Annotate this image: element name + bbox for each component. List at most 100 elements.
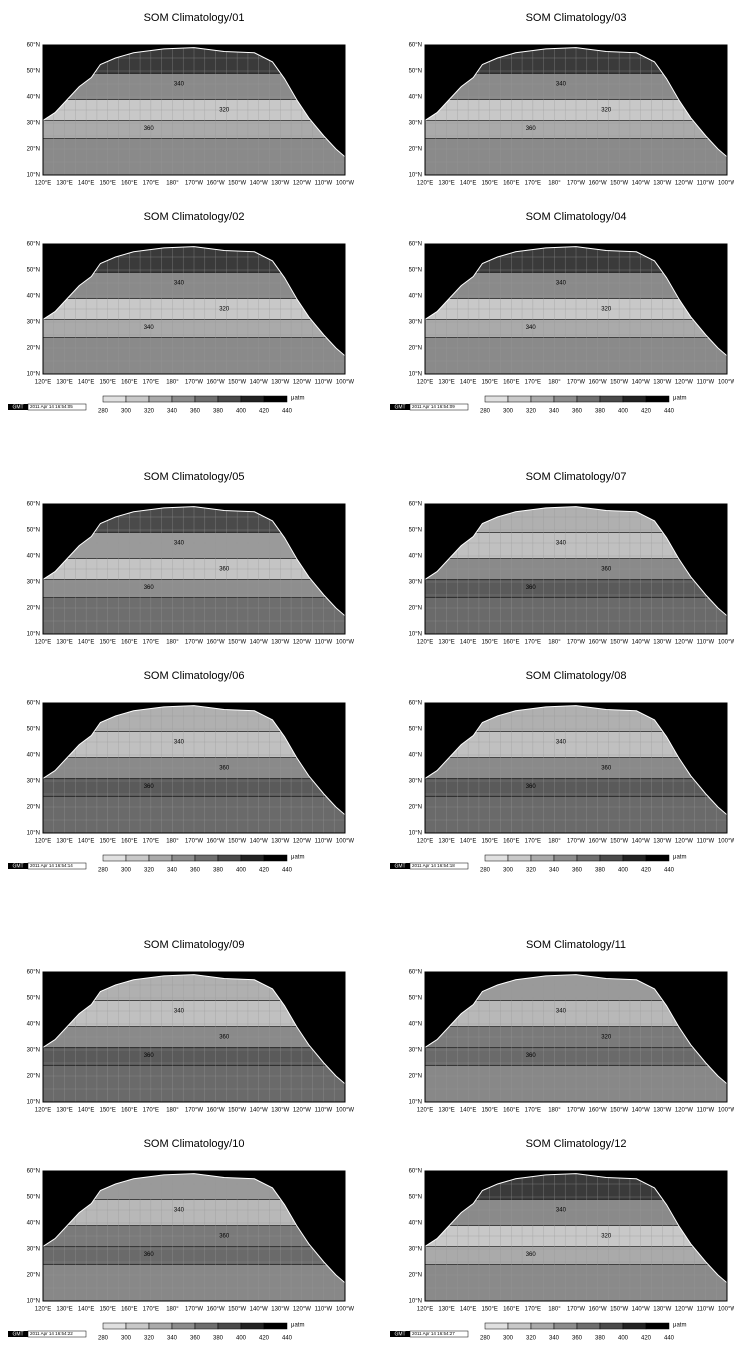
lon-label: 140°E — [460, 380, 476, 386]
lat-label: 60°N — [409, 242, 422, 248]
lon-label: 110°W — [697, 181, 715, 187]
timestamp: 2011 Apr 14 16:54:18 — [412, 863, 455, 868]
panel-title: SOM Climatology/06 — [144, 670, 245, 682]
lat-label: 20°N — [409, 1273, 422, 1279]
colorbar-box — [102, 395, 127, 403]
colorbar-unit: μatm — [673, 855, 686, 861]
contour-label: 320 — [219, 108, 230, 114]
timestamp-box — [27, 862, 87, 870]
contour-label: 340 — [526, 325, 537, 331]
lat-label: 20°N — [409, 346, 422, 352]
lon-label: 160°E — [121, 1108, 137, 1114]
lon-label: 150°E — [100, 1108, 116, 1114]
colorbar-label: 360 — [572, 868, 583, 874]
contour-label: 320 — [601, 307, 612, 313]
lon-label: 140°W — [632, 181, 650, 187]
lon-label: 120°E — [35, 1108, 51, 1114]
colorbar-box — [484, 1322, 509, 1330]
panel-title: SOM Climatology/11 — [526, 939, 626, 951]
panel-title: SOM Climatology/12 — [526, 1138, 627, 1150]
lon-label: 140°E — [460, 1108, 476, 1114]
lat-label: 50°N — [27, 1195, 40, 1201]
lon-label: 170°W — [567, 1307, 585, 1313]
lon-label: 150°E — [100, 640, 116, 646]
lat-label: 30°N — [27, 121, 40, 127]
lon-label: 170°W — [185, 1307, 203, 1313]
lon-label: 100°W — [718, 839, 734, 845]
lon-label: 150°W — [228, 640, 246, 646]
colorbar-box — [645, 854, 670, 862]
lon-label: 150°W — [610, 839, 628, 845]
colorbar-box — [171, 395, 196, 403]
lat-label: 50°N — [27, 727, 40, 733]
lon-label: 130°W — [271, 380, 289, 386]
lat-label: 40°N — [27, 554, 40, 560]
colorbar-label: 360 — [190, 868, 201, 874]
lat-label: 10°N — [27, 173, 40, 179]
lon-label: 140°E — [460, 1307, 476, 1313]
coastline — [424, 1173, 728, 1302]
colorbar-label: 360 — [572, 1336, 583, 1342]
lon-label: 160°E — [121, 1307, 137, 1313]
lon-label: 170°W — [567, 1108, 585, 1114]
lon-label: 130°E — [56, 640, 72, 646]
lat-label: 20°N — [27, 147, 40, 153]
lon-label: 140°W — [250, 380, 268, 386]
colorbar-box — [622, 1322, 647, 1330]
lat-label: 30°N — [27, 779, 40, 785]
colorbar-box — [622, 395, 647, 403]
map-frame — [42, 243, 346, 375]
lat-label: 10°N — [409, 632, 422, 638]
lon-label: 170°E — [143, 839, 159, 845]
contour-label: 340 — [174, 1208, 185, 1214]
lon-label: 100°W — [336, 640, 354, 646]
lat-label: 30°N — [409, 779, 422, 785]
colorbar-label: 300 — [503, 1336, 514, 1342]
contour-label: 360 — [144, 1252, 155, 1258]
map-frame — [424, 243, 728, 375]
logo: GMT — [12, 404, 23, 410]
lat-label: 40°N — [27, 95, 40, 101]
colorbar-box — [148, 854, 173, 862]
contour-label: 360 — [526, 784, 537, 790]
lat-label: 50°N — [27, 69, 40, 75]
lon-label: 150°W — [228, 839, 246, 845]
colorbar-label: 400 — [236, 409, 247, 415]
colorbar-label: 420 — [259, 409, 270, 415]
lat-label: 40°N — [27, 753, 40, 759]
lon-label: 170°E — [143, 640, 159, 646]
timestamp-box — [409, 862, 469, 870]
contour-label: 360 — [601, 766, 612, 772]
lon-label: 150°E — [482, 1108, 498, 1114]
lon-label: 120°E — [417, 1307, 433, 1313]
lon-label: 180° — [548, 1307, 561, 1313]
map-frame — [42, 503, 346, 635]
contour-label: 360 — [526, 1252, 537, 1258]
colorbar-label: 280 — [480, 868, 491, 874]
colorbar-box — [645, 1322, 670, 1330]
lat-label: 10°N — [27, 632, 40, 638]
lon-label: 160°W — [207, 1307, 225, 1313]
colorbar-label: 420 — [259, 1336, 270, 1342]
lon-label: 150°E — [482, 181, 498, 187]
lon-label: 120°W — [293, 380, 311, 386]
lon-label: 120°W — [675, 380, 693, 386]
contour-label: 340 — [174, 541, 185, 547]
lon-label: 140°E — [78, 1108, 94, 1114]
lon-label: 140°W — [632, 1108, 650, 1114]
lon-label: 150°W — [610, 1108, 628, 1114]
colorbar-box — [171, 1322, 196, 1330]
lon-label: 180° — [548, 1108, 561, 1114]
colorbar-label: 380 — [595, 868, 606, 874]
colorbar-box — [484, 395, 509, 403]
lon-label: 140°W — [632, 380, 650, 386]
lon-label: 130°E — [438, 1108, 454, 1114]
lon-label: 130°E — [56, 1108, 72, 1114]
lon-label: 160°E — [503, 839, 519, 845]
panel-title: SOM Climatology/05 — [144, 471, 245, 483]
contour-label: 360 — [601, 567, 612, 573]
lon-label: 130°W — [271, 839, 289, 845]
colorbar-label: 340 — [167, 1336, 178, 1342]
